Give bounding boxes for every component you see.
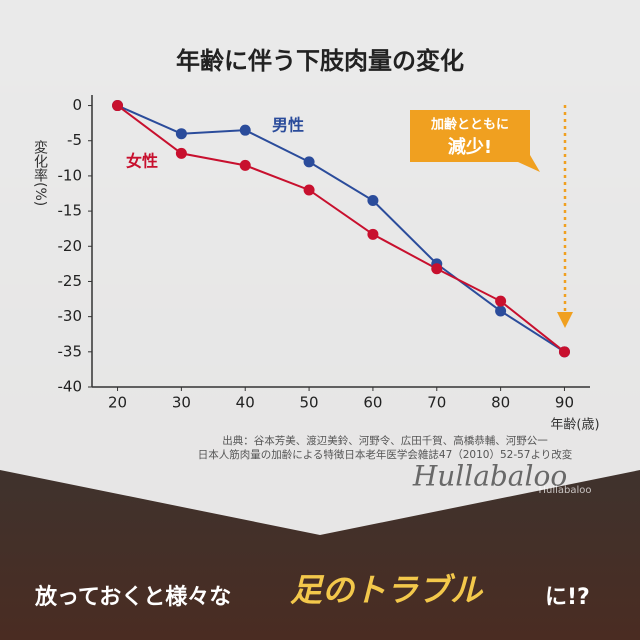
x-tick-label: 90 (555, 394, 574, 412)
series-line (117, 104, 566, 353)
x-tick-label: 80 (491, 394, 510, 412)
y-tick-label: 0 (72, 96, 82, 114)
y-tick-label: -35 (58, 342, 83, 360)
watermark: Hullabaloo (412, 460, 567, 493)
data-point (431, 263, 443, 275)
data-point (303, 184, 315, 196)
y-tick-label: -25 (58, 272, 83, 290)
banner-highlight: 足のトラブル (290, 571, 484, 609)
source-text: 出典：谷本芳美、渡辺美鈴、河野令、広田千賀、高橋恭輔、河野公一 (222, 434, 548, 447)
callout-box (410, 110, 540, 172)
banner-text: に!? (545, 585, 590, 610)
series-label: 男性 (272, 116, 304, 135)
y-tick-label: -10 (58, 166, 83, 184)
y-tick-label: -30 (58, 307, 83, 325)
data-point (495, 295, 507, 307)
data-point (112, 100, 124, 112)
data-point (303, 156, 315, 168)
banner-text: 放っておくと様々な (34, 584, 231, 610)
data-point (495, 305, 507, 317)
x-tick-label: 60 (363, 394, 382, 412)
series-label: 女性 (126, 152, 158, 171)
data-point (367, 195, 379, 207)
callout-text: 減少! (448, 136, 492, 158)
x-tick-label: 50 (300, 394, 319, 412)
x-tick-label: 30 (172, 394, 191, 412)
chart-title: 年齢に伴う下肢肉量の変化 (176, 47, 464, 75)
data-point (367, 228, 379, 240)
y-tick-label: -40 (58, 378, 83, 396)
arrow-head (557, 312, 573, 328)
y-axis-label: 変化率(%) (32, 139, 48, 206)
series-line (116, 104, 566, 353)
watermark: Hullabaloo (538, 485, 591, 496)
source-text: 日本人筋肉量の加齢による特徴日本老年医学会雑誌47（2010）52-57より改変 (198, 448, 573, 461)
y-tick-label: -5 (67, 131, 82, 149)
data-point (239, 159, 251, 171)
data-point (239, 124, 251, 136)
data-point (175, 128, 187, 140)
callout-text: 加齢とともに (430, 117, 509, 133)
x-tick-label: 40 (236, 394, 255, 412)
y-tick-label: -20 (58, 237, 83, 255)
data-point (558, 346, 570, 358)
data-point (175, 147, 187, 159)
x-tick-label: 20 (108, 394, 127, 412)
y-tick-label: -15 (58, 202, 83, 220)
x-axis-label: 年齢(歳) (550, 418, 599, 433)
x-tick-label: 70 (427, 394, 446, 412)
